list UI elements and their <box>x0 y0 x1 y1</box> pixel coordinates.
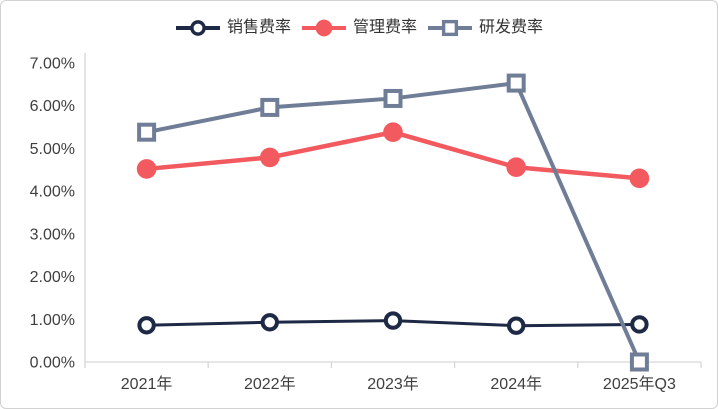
legend-item-1: 管理费率 <box>301 17 417 39</box>
filled-circle-marker <box>136 159 157 179</box>
legend-marker-open-square <box>428 19 472 37</box>
legend-label: 研发费率 <box>479 19 544 36</box>
legend-label: 管理费率 <box>352 19 417 36</box>
x-tick-label: 2021年 <box>121 375 173 393</box>
y-tick-label: 7.00% <box>30 56 75 73</box>
filled-circle-marker <box>383 122 403 142</box>
y-tick-label: 5.00% <box>30 141 75 158</box>
open-square-marker <box>506 73 526 93</box>
open-circle-marker <box>137 316 156 335</box>
legend-item-0: 销售费率 <box>175 17 291 39</box>
open-circle-marker <box>383 311 403 330</box>
open-square-marker <box>441 19 459 37</box>
filled-circle-marker <box>260 147 280 168</box>
x-tick-label: 2025年Q3 <box>603 375 676 393</box>
filled-circle-marker <box>629 168 650 189</box>
y-tick-label: 1.00% <box>30 312 75 329</box>
y-tick-label: 3.00% <box>30 226 75 243</box>
filled-circle-marker <box>506 157 526 178</box>
open-square-marker <box>137 122 157 142</box>
y-tick-label: 2.00% <box>30 269 75 286</box>
filled-circle-marker <box>315 19 333 37</box>
open-circle-marker <box>507 316 526 335</box>
legend-marker-open-circle <box>175 20 220 36</box>
legend-label: 销售费率 <box>226 19 291 36</box>
open-circle-marker <box>260 313 279 332</box>
x-tick-label: 2024年 <box>490 375 542 393</box>
y-tick-label: 0.00% <box>30 355 75 372</box>
x-tick-label: 2022年 <box>244 375 296 393</box>
y-tick-label: 6.00% <box>30 98 75 115</box>
open-circle-marker <box>630 315 649 334</box>
x-tick-label: 2023年 <box>367 375 419 393</box>
open-square-marker <box>260 97 280 117</box>
open-square-marker <box>383 88 403 108</box>
chart-legend: 销售费率 管理费率 研发费率 <box>1 17 717 39</box>
y-tick-label: 4.00% <box>30 184 75 201</box>
open-circle-marker <box>190 20 206 36</box>
legend-marker-filled-circle <box>301 19 346 37</box>
open-square-marker <box>629 352 649 372</box>
legend-item-2: 研发费率 <box>427 17 543 39</box>
